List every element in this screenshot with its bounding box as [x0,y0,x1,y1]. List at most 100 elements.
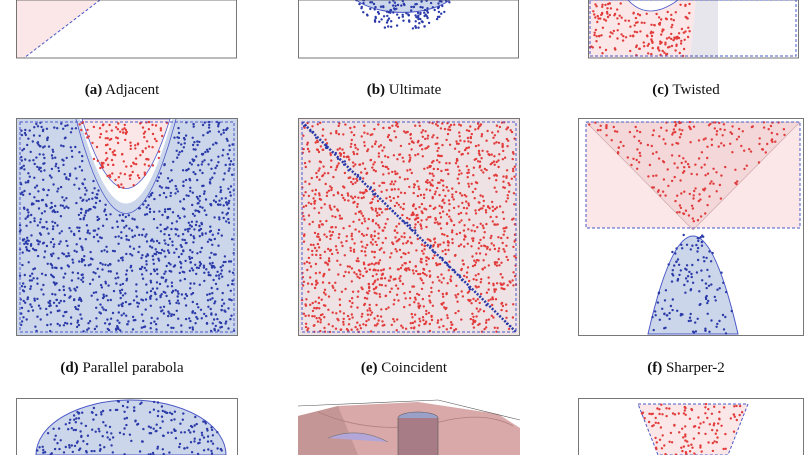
data-point [136,143,140,146]
data-point [213,302,216,305]
data-point [463,148,467,152]
data-point [22,147,26,151]
data-point [311,309,315,313]
data-point [410,9,413,12]
data-point [668,311,671,315]
data-point [77,298,81,301]
data-point [510,130,514,134]
data-point [141,265,144,269]
data-point [493,174,496,177]
data-point [86,442,89,446]
data-point [594,16,597,19]
data-point [77,417,81,420]
data-point [194,415,197,419]
data-point [175,220,178,223]
data-point [500,301,504,305]
data-point [394,4,397,8]
data-point [213,172,216,175]
data-point [335,312,338,315]
data-point [59,185,63,189]
data-point [158,282,162,286]
data-point [75,243,78,246]
data-point [127,238,130,242]
data-point [66,264,69,267]
data-point [88,232,91,235]
data-point [228,167,231,170]
data-point [360,135,363,138]
data-point [502,217,506,220]
data-point [421,316,425,319]
data-point [683,405,686,409]
data-point [314,272,318,275]
data-point [343,171,347,175]
data-point [79,211,83,215]
data-point [434,217,437,220]
data-point [183,431,186,434]
data-point [223,255,227,258]
data-point [145,206,148,209]
data-point [335,248,338,252]
data-point [24,240,27,243]
data-point [457,244,461,248]
data-point [380,190,383,193]
data-point [396,125,400,128]
data-point [410,148,413,151]
data-point [467,140,470,143]
data-point [191,143,195,147]
data-point [655,174,658,177]
data-point [396,3,400,7]
data-point [390,188,393,191]
data-point [190,267,194,270]
data-point [143,171,146,174]
data-point [191,212,195,216]
data-point [71,261,75,264]
data-point [437,10,441,14]
data-point [76,308,80,311]
data-point [337,236,340,239]
data-point [385,21,389,24]
data-point [65,177,68,180]
data-point [401,15,404,18]
data-point [441,232,444,236]
data-point [101,263,104,266]
data-point [479,222,482,225]
data-point [455,159,459,163]
data-point [676,309,679,312]
data-point [416,153,420,156]
data-point [468,288,472,291]
data-point [198,438,202,441]
data-point [189,441,193,444]
data-point [659,194,662,197]
data-point [160,405,164,408]
data-point [302,280,306,283]
data-point [671,250,674,254]
data-point [28,192,31,196]
data-point [708,423,711,426]
data-point [606,2,610,6]
data-point [470,245,473,248]
data-point [37,143,40,146]
data-point [327,172,330,175]
data-point [417,216,420,220]
data-point [681,313,684,316]
data-point [49,304,52,307]
data-point [757,161,761,164]
data-point [85,449,88,453]
data-point [46,313,49,316]
data-point [203,279,206,283]
data-point [643,417,646,420]
data-point [449,123,453,127]
data-point [156,317,159,320]
data-point [151,191,154,195]
data-point [418,144,422,147]
data-point [769,124,773,128]
data-point [53,221,57,225]
data-point [116,137,120,140]
data-point [181,238,184,241]
data-point [399,144,403,148]
data-point [477,259,480,262]
data-point [684,30,687,33]
data-point [28,175,31,178]
data-point [408,268,411,271]
data-point [635,31,639,34]
